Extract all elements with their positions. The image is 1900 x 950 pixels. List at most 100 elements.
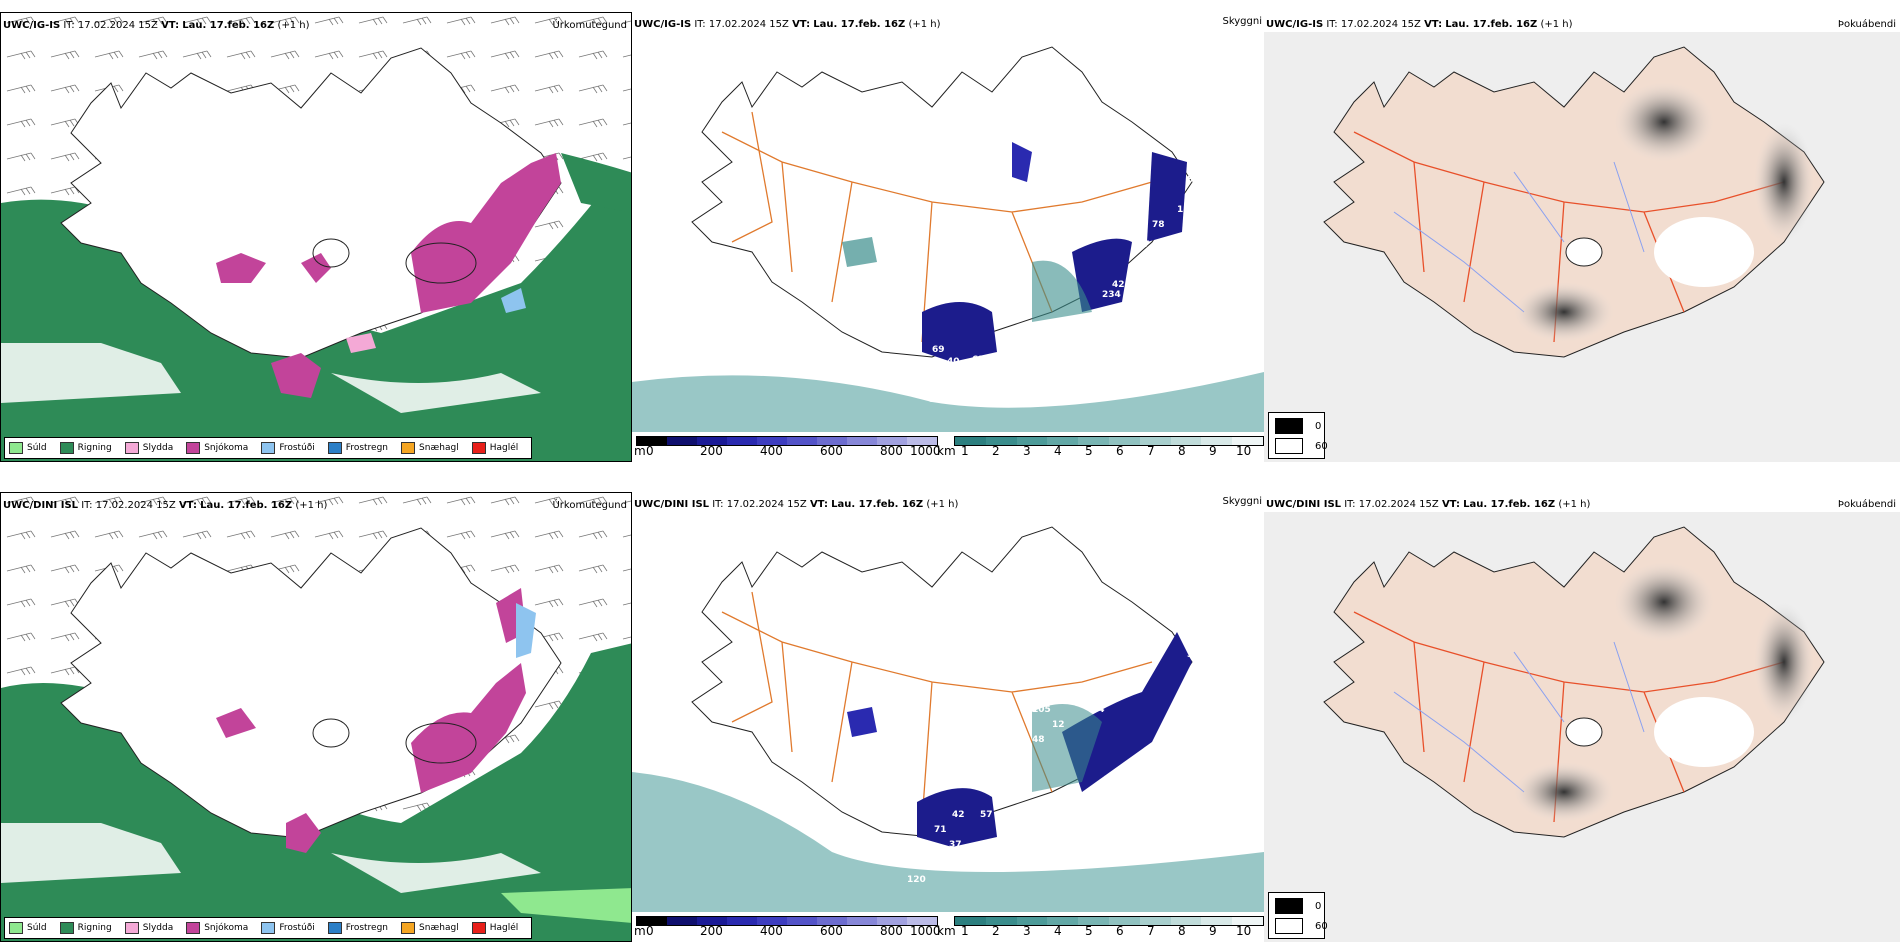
panel-title: Úrkomutegund [552,20,627,31]
colorbar-cell [1078,917,1109,925]
precip-type-map [1,493,631,941]
visibility-value-label: 42 [952,810,965,820]
light-swatch [1275,438,1303,454]
legend-item: Frostúði [261,442,315,454]
visibility-value-label: 77 [1147,595,1160,605]
dark-value: 0 [1315,900,1322,912]
m-tick: 600 [820,444,843,458]
visibility-value-label: 120 [907,875,926,885]
panel-header: UWC/IG-IS IT: 17.02.2024 15Z VT: Lau. 17… [1266,19,1573,30]
low-vis-area [1072,238,1132,312]
panel-title: Skyggni [1222,496,1262,507]
low-vis-area [917,788,997,847]
colorbar-cell [877,437,907,445]
colorbar-cell [637,917,667,925]
rain-area [1,343,181,403]
visibility-value-label: 34 [1150,760,1163,770]
snow-area [216,708,256,738]
glacier-outline [312,238,350,268]
low-cloud-shade [1654,697,1754,767]
visibility-value-label: 72 [1122,605,1135,615]
colorbar-cell [847,917,877,925]
colorbar-cell [1108,437,1140,445]
colorbar-cell [1170,917,1202,925]
visibility-value-label: 34 [1052,145,1065,155]
low-vis-area [1062,632,1192,792]
visibility-value-label: 12 [1052,720,1065,730]
colorbar-cell [1232,917,1263,925]
cloud-base-panel-row1: UWC/IG-IS IT: 17.02.2024 15Z VT: Lau. 17… [1264,12,1900,462]
colorbar-cell [817,437,847,445]
light-value: 60 [1315,920,1328,932]
visibility-value-label: 73 [1187,215,1200,225]
colorbar-cell [985,437,1017,445]
visibility-value-label: 37 [949,840,962,850]
meter-colorbar-strip [636,916,938,926]
visibility-value-label: 47 [1137,290,1150,300]
road-network [1353,611,1785,823]
low-vis-area [1012,142,1032,182]
panel-header: UWC/IG-IS IT: 17.02.2024 15Z VT: Lau. 17… [3,20,310,31]
colorbar-cell [757,917,787,925]
sleet-area [346,333,376,353]
visibility-value-label: 105 [1177,145,1196,155]
visibility-value-label: 73 [922,367,935,377]
m-tick: 0 [646,924,654,938]
glacier-outline [405,242,477,284]
visibility-value-label: 39 [1187,650,1200,660]
colorbar-cell [1078,437,1109,445]
snow-area [271,353,321,398]
rain-area [331,853,541,893]
visibility-value-label: 45 [1162,260,1175,270]
visibility-value-label: 63 [882,725,895,735]
dark-swatch [1275,418,1303,434]
km-tick: 2 [992,924,1000,938]
light-swatch [1275,918,1303,934]
panel-header: UWC/DINI ISL IT: 17.02.2024 15Z VT: Lau.… [3,500,328,511]
visibility-value-label: 43 [1102,775,1115,785]
panel-title: Skyggni [1222,16,1262,27]
colorbar-cell [787,437,817,445]
km-tick: 5 [1085,924,1093,938]
km-colorbar-strip [954,916,1264,926]
colorbar-cell [1201,437,1233,445]
cloud-legend: 0 60 [1268,412,1328,459]
low-cloud-shade [1754,602,1814,722]
visibility-value-label: 181 [1132,637,1151,647]
visibility-value-label: 87 [1137,240,1150,250]
colorbar-cell [817,917,847,925]
fog-band [632,772,1264,912]
visibility-value-label: 33 [929,395,942,405]
colorbar-cell [907,917,937,925]
visibility-value-label: 35 [1180,685,1193,695]
m-tick: 800 [880,444,903,458]
km-tick: 6 [1116,444,1124,458]
snow-area [216,253,266,283]
visibility-value-label: 419 [1097,655,1116,665]
reduced-vis-area [1032,704,1102,792]
precip-type-map [1,13,631,461]
km-tick: 7 [1147,924,1155,938]
colorbar-cell [1170,437,1202,445]
km-tick: 5 [1085,444,1093,458]
low-cloud-shade [1754,122,1814,242]
legend-item: Frostregn [327,922,388,934]
km-tick: 1 [961,444,969,458]
colorbar-cell [1201,917,1233,925]
legend-item: Snjókoma [186,922,248,934]
cloud-legend: 0 60 [1268,892,1328,939]
km-tick: 8 [1178,444,1186,458]
low-cloud-shade [1614,562,1714,642]
m-tick: 800 [880,924,903,938]
visibility-value-label: 46 [1122,305,1135,315]
colorbar-cell [1016,437,1048,445]
m-tick: 600 [820,924,843,938]
visibility-value-label: 57 [980,810,993,820]
visibility-value-label: 42 [1112,280,1125,290]
visibility-value-label: 95 [1087,185,1100,195]
visibility-value-label: 16 [1072,230,1085,240]
km-unit-label: km [937,924,956,938]
km-tick: 1 [961,924,969,938]
